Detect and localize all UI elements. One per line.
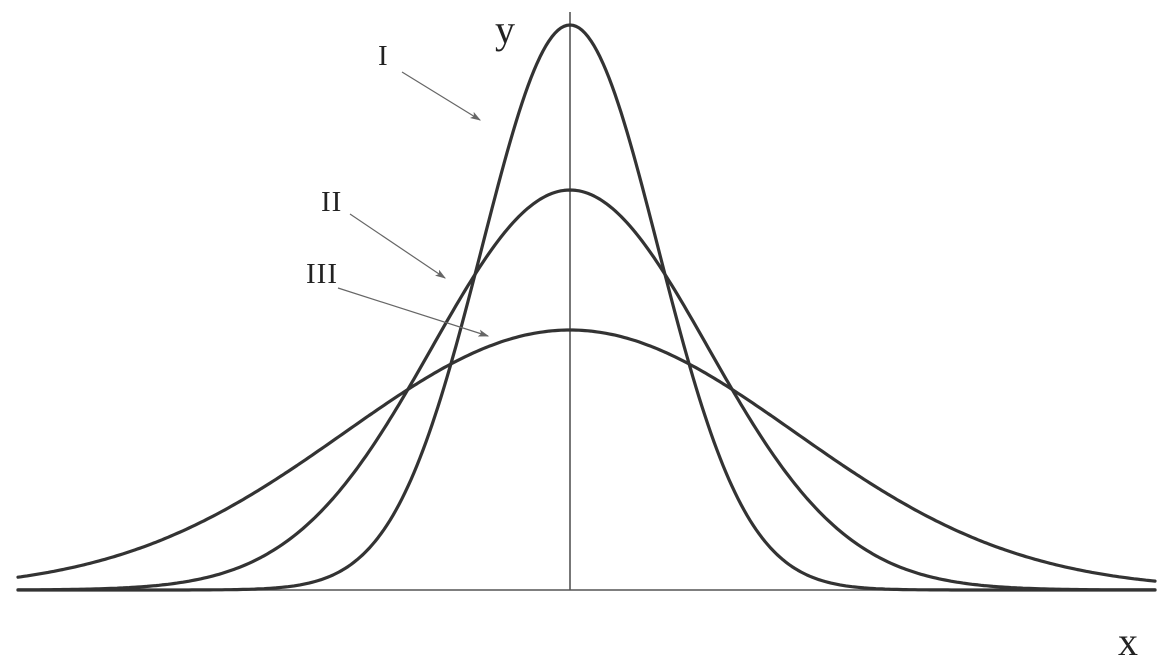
x-axis-label: x — [1118, 618, 1138, 665]
y-axis-label: y — [495, 6, 515, 53]
plot-svg — [0, 0, 1170, 670]
axes-group — [18, 12, 1155, 590]
series-label-III: III — [306, 258, 338, 291]
arrows-group — [338, 72, 488, 336]
series-label-II: II — [321, 186, 342, 219]
annotation-arrow-II — [350, 214, 445, 278]
chart-stage: y x I II III — [0, 0, 1170, 670]
series-label-I: I — [378, 40, 389, 73]
annotation-arrow-I — [402, 72, 480, 120]
curves-group — [18, 25, 1155, 590]
curve-I — [18, 25, 1155, 590]
curve-III — [18, 330, 1155, 581]
